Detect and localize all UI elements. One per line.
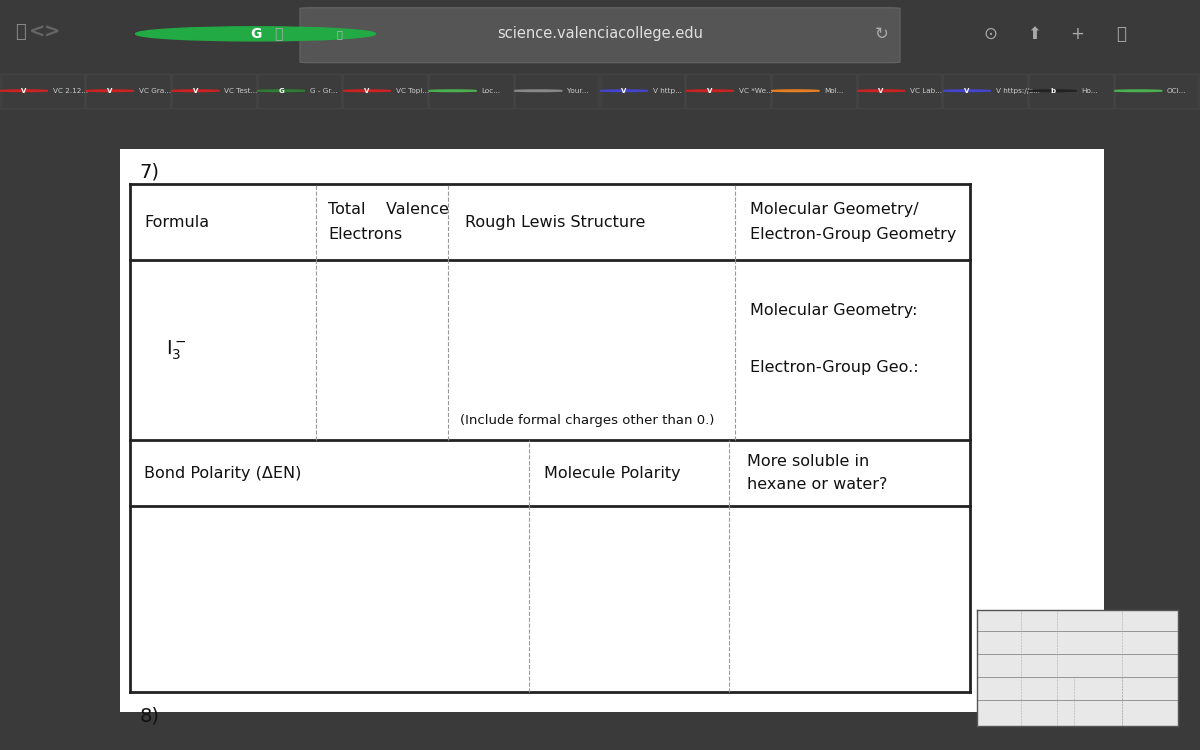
Circle shape	[172, 90, 220, 92]
Circle shape	[600, 90, 648, 92]
Text: VC *We...: VC *We...	[738, 88, 773, 94]
Text: ⊙: ⊙	[983, 25, 997, 43]
Bar	[343, 74, 428, 109]
Text: VC Lab...: VC Lab...	[910, 88, 942, 94]
Text: >: >	[43, 22, 60, 41]
Text: ⬆: ⬆	[1027, 25, 1042, 43]
Text: Electron-Group Geo.:: Electron-Group Geo.:	[750, 360, 918, 375]
Text: +: +	[1070, 25, 1085, 43]
Circle shape	[85, 90, 133, 92]
Circle shape	[685, 90, 733, 92]
Bar	[943, 74, 1028, 109]
Text: (Include formal charges other than 0.): (Include formal charges other than 0.)	[460, 414, 714, 428]
Bar	[600, 74, 685, 109]
Text: 🛡: 🛡	[275, 27, 282, 40]
Text: V: V	[193, 88, 198, 94]
Text: I$_3^-$: I$_3^-$	[166, 338, 186, 362]
Text: Bond Polarity (ΔEN): Bond Polarity (ΔEN)	[144, 466, 301, 481]
Text: VC Test...: VC Test...	[224, 88, 258, 94]
Text: ⬜: ⬜	[16, 22, 25, 40]
Text: V: V	[964, 88, 970, 94]
Circle shape	[515, 90, 563, 92]
Bar	[1115, 74, 1200, 109]
Text: Rough Lewis Structure: Rough Lewis Structure	[464, 214, 646, 230]
Text: VC 2.12...: VC 2.12...	[53, 88, 88, 94]
Text: V: V	[364, 88, 370, 94]
Bar	[858, 74, 942, 109]
Circle shape	[136, 27, 376, 41]
Text: VC Gra...: VC Gra...	[138, 88, 170, 94]
Text: Molecular Geometry:: Molecular Geometry:	[750, 303, 917, 318]
Text: Molecular Geometry/: Molecular Geometry/	[750, 202, 918, 217]
Text: <: <	[29, 22, 46, 41]
Circle shape	[0, 90, 48, 92]
Text: 8): 8)	[139, 706, 160, 725]
Text: V: V	[622, 88, 626, 94]
Text: V: V	[22, 88, 26, 94]
Text: G: G	[278, 88, 284, 94]
Text: Your...: Your...	[568, 88, 588, 94]
Bar	[515, 74, 599, 109]
Text: More soluble in: More soluble in	[748, 454, 870, 469]
Bar	[686, 74, 770, 109]
Bar	[1030, 74, 1114, 109]
Text: Electrons: Electrons	[328, 227, 402, 242]
Circle shape	[1115, 90, 1163, 92]
Text: Mol...: Mol...	[824, 88, 844, 94]
Text: V: V	[878, 88, 884, 94]
Circle shape	[857, 90, 905, 92]
Text: Ho...: Ho...	[1081, 88, 1098, 94]
Text: OCl...: OCl...	[1168, 88, 1187, 94]
Text: G - Gr...: G - Gr...	[310, 88, 337, 94]
Bar	[0, 74, 85, 109]
Bar	[772, 74, 857, 109]
Text: G: G	[250, 27, 262, 40]
Text: Loc...: Loc...	[481, 88, 500, 94]
Text: VC Topi...: VC Topi...	[396, 88, 428, 94]
Text: Formula: Formula	[144, 214, 209, 230]
Text: hexane or water?: hexane or water?	[748, 477, 888, 492]
Text: Total    Valence: Total Valence	[328, 202, 449, 217]
Circle shape	[257, 90, 305, 92]
Text: Electron-Group Geometry: Electron-Group Geometry	[750, 227, 956, 242]
Text: ⬜: ⬜	[1116, 25, 1126, 43]
Text: 🔒: 🔒	[337, 28, 342, 39]
Bar	[172, 74, 257, 109]
Circle shape	[772, 90, 820, 92]
Circle shape	[343, 90, 391, 92]
Circle shape	[428, 90, 476, 92]
Text: V: V	[107, 88, 113, 94]
Text: b: b	[1050, 88, 1055, 94]
Text: V https://s...: V https://s...	[996, 88, 1039, 94]
Text: V http...: V http...	[653, 88, 682, 94]
Bar	[86, 74, 170, 109]
Circle shape	[943, 90, 991, 92]
Text: V: V	[707, 88, 713, 94]
FancyBboxPatch shape	[300, 8, 900, 63]
Text: science.valenciacollege.edu: science.valenciacollege.edu	[497, 26, 703, 41]
Bar	[258, 74, 342, 109]
Bar	[430, 74, 514, 109]
Text: 7): 7)	[139, 162, 160, 181]
Text: Molecule Polarity: Molecule Polarity	[544, 466, 680, 481]
Circle shape	[1028, 90, 1076, 92]
Text: ↻: ↻	[875, 25, 889, 43]
Bar	[120, 149, 1104, 712]
